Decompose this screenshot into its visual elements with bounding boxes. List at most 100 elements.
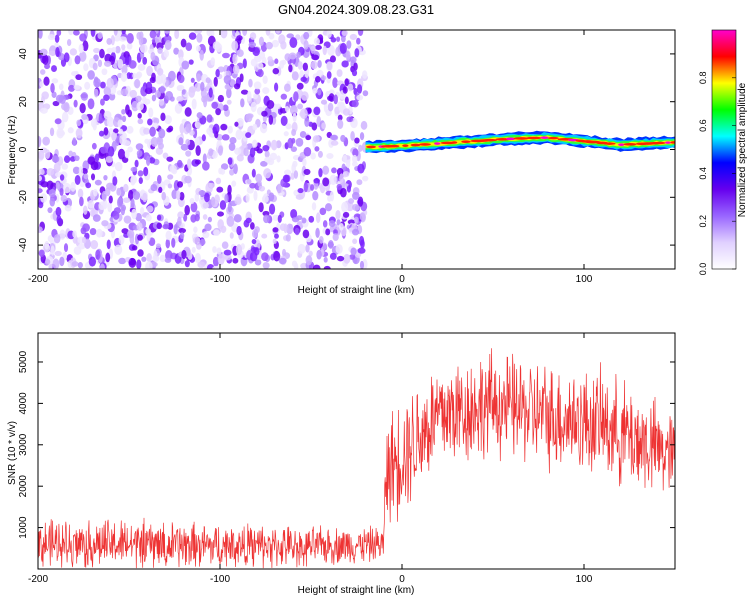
spectrogram-cell bbox=[341, 30, 348, 37]
spectrogram-cell bbox=[204, 192, 210, 203]
spectrogram-cell bbox=[104, 53, 112, 63]
spectrogram-xlabel: Height of straight line (km) bbox=[298, 285, 415, 296]
spectrogram-cell bbox=[98, 112, 103, 124]
spectrogram-cell bbox=[53, 162, 61, 173]
spectrogram-cell bbox=[349, 254, 356, 260]
spectrogram-cell bbox=[216, 211, 225, 217]
spectrogram-cell bbox=[212, 265, 221, 269]
spectrogram-cell bbox=[320, 75, 327, 81]
spectrogram-cell bbox=[336, 183, 342, 191]
spectrogram-cell bbox=[232, 257, 239, 264]
spectrogram-cell bbox=[319, 207, 327, 216]
spectrogram-cell bbox=[328, 93, 335, 102]
spectrogram-cell bbox=[149, 30, 157, 39]
spectrogram-cell bbox=[158, 128, 166, 139]
spectrogram-cell bbox=[286, 33, 295, 39]
spectrogram-cell bbox=[47, 34, 56, 41]
spectrogram-cell bbox=[189, 197, 195, 204]
spectrogram-cell bbox=[198, 190, 206, 196]
spectrogram-cell bbox=[42, 243, 50, 253]
spectrogram-cell bbox=[285, 234, 291, 242]
spectrogram-cell bbox=[118, 36, 127, 42]
spectrogram-cell bbox=[356, 84, 363, 94]
spectrogram-cell bbox=[321, 122, 327, 130]
spectrogram-cell bbox=[148, 157, 156, 164]
spectrogram-cell bbox=[117, 58, 124, 69]
spectrogram-cell bbox=[130, 166, 138, 172]
spectrogram-cell bbox=[312, 190, 319, 201]
spectrogram-cell bbox=[221, 134, 230, 141]
spectrogram-cell bbox=[274, 58, 279, 65]
spectrogram-cell bbox=[185, 150, 192, 157]
spectrogram-cell bbox=[214, 194, 220, 204]
spectrogram-peak bbox=[664, 141, 672, 144]
spectrogram-cell bbox=[159, 254, 166, 263]
spectrogram-cell bbox=[275, 103, 281, 110]
spectrogram-cell bbox=[223, 75, 232, 85]
spectrogram-cell bbox=[150, 51, 156, 61]
spectrogram-cell bbox=[101, 190, 107, 202]
spectrogram-cell bbox=[154, 90, 161, 98]
spectrogram-cell bbox=[313, 37, 321, 45]
spectrogram-xtick-label: -200 bbox=[28, 274, 48, 285]
spectrogram-cell bbox=[52, 258, 60, 269]
spectrogram-cell bbox=[356, 179, 363, 186]
spectrogram-cell bbox=[106, 239, 111, 250]
spectrogram-cell bbox=[297, 61, 303, 70]
spectrogram-cell bbox=[274, 233, 279, 239]
spectrogram-cell bbox=[151, 94, 157, 102]
spectrogram-cell bbox=[157, 47, 163, 54]
spectrogram-cell bbox=[216, 186, 224, 193]
spectrogram-cell bbox=[283, 169, 292, 176]
spectrogram-band-layer bbox=[365, 132, 675, 153]
spectrogram-cell bbox=[55, 46, 60, 58]
spectrogram-cell bbox=[120, 72, 128, 82]
spectrogram-cell bbox=[71, 261, 79, 267]
spectrogram-cell bbox=[322, 177, 330, 187]
spectrogram-cell bbox=[146, 232, 151, 242]
snr-xtick-label: 100 bbox=[576, 574, 593, 585]
spectrogram-cell bbox=[212, 41, 221, 51]
spectrogram-cell bbox=[114, 244, 123, 255]
spectrogram-cell bbox=[83, 173, 89, 180]
snr-ytick-label: 2000 bbox=[18, 475, 29, 498]
spectrogram-cell bbox=[190, 201, 198, 213]
spectrogram-cell bbox=[144, 138, 150, 144]
spectrogram-cell bbox=[195, 45, 201, 52]
spectrogram-cell bbox=[262, 75, 268, 85]
spectrogram-cell bbox=[228, 142, 236, 151]
spectrogram-cell bbox=[69, 48, 78, 56]
spectrogram-cell bbox=[137, 170, 144, 177]
spectrogram-cell bbox=[90, 239, 99, 250]
spectrogram-cell bbox=[132, 191, 141, 200]
spectrogram-cell bbox=[234, 196, 242, 205]
spectrogram-cell bbox=[121, 108, 126, 115]
spectrogram-cell bbox=[346, 201, 354, 212]
spectrogram-cell bbox=[153, 250, 158, 261]
spectrogram-cell bbox=[93, 88, 99, 98]
spectrogram-cell bbox=[315, 75, 321, 83]
spectrogram-cell bbox=[74, 174, 81, 185]
spectrogram-cell bbox=[227, 157, 233, 165]
spectrogram-cell bbox=[136, 150, 143, 157]
spectrogram-cell bbox=[136, 101, 144, 111]
spectrogram-cell bbox=[145, 81, 153, 91]
spectrogram-cell bbox=[49, 197, 56, 207]
spectrogram-cell bbox=[123, 215, 132, 224]
spectrogram-cell bbox=[138, 35, 144, 46]
spectrogram-cell bbox=[175, 190, 181, 201]
spectrogram-cell bbox=[258, 185, 266, 192]
spectrogram-cell bbox=[205, 77, 211, 84]
spectrogram-cell bbox=[63, 101, 70, 113]
spectrogram-cell bbox=[116, 187, 121, 196]
spectrogram-cell bbox=[156, 222, 163, 230]
spectrogram-cell bbox=[295, 215, 303, 221]
spectrogram-cell bbox=[129, 89, 138, 99]
spectrogram-cell bbox=[99, 263, 105, 269]
spectrogram-cell bbox=[242, 30, 248, 37]
spectrogram-cell bbox=[240, 98, 245, 108]
spectrogram-cell bbox=[340, 187, 347, 198]
spectrogram-cell bbox=[73, 246, 82, 255]
spectrogram-cell bbox=[344, 96, 349, 105]
spectrogram-cell bbox=[304, 68, 309, 79]
